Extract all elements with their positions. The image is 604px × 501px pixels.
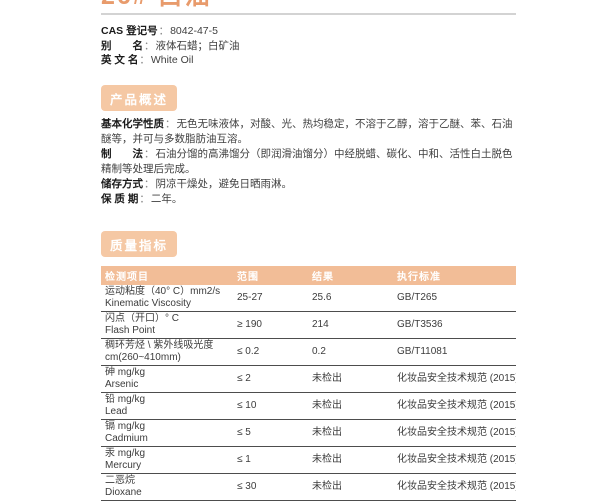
table-row: 闪点（开口）° C Flash Point ≥ 190 214 GB/T3536 [101,311,516,339]
basic-info-row: 别 名：液体石蜡；白矿油 [101,39,516,54]
label-colon: ： [165,117,176,130]
info-label: 别 名 [101,39,143,52]
overview-item-text: 石油分馏的高沸馏分（即润滑油馏分）中经脱蜡、碳化、中和、活性白土脱色精制等处理后… [101,147,513,175]
title-clip-region: 26# 白油 [101,0,516,11]
overview-item-label: 储存方式 [101,177,143,190]
cell-standard: GB/T11081 [393,338,516,366]
label-colon: ： [144,39,155,52]
table-row: 运动粘度（40° C）mm2/s Kinematic Viscosity 25-… [101,284,516,312]
cell-result: 未检出 [308,419,393,447]
info-value: 8042-47-5 [170,25,218,37]
table-header-cell: 范围 [233,265,308,285]
table-row: 稠环芳烃 \ 紫外线吸光度 cm(260~410mm) ≤ 0.2 0.2 GB… [101,338,516,366]
cell-standard: 化妆品安全技术规范 (2015) [393,446,516,474]
page-title: 26# 白油 [101,0,516,11]
test-item-zh: 镉 mg/kg [105,420,146,432]
test-item-zh: 砷 mg/kg [105,366,146,378]
title-divider [101,13,516,15]
cell-range: ≤ 5 [233,419,308,447]
overview-item: 制 法：石油分馏的高沸馏分（即润滑油馏分）中经脱蜡、碳化、中和、活性白土脱色精制… [101,147,516,177]
cell-test-item: 汞 mg/kg Mercury [101,446,233,474]
cell-test-item: 镉 mg/kg Cadmium [101,419,233,447]
section-badge-quality: 质量指标 [101,230,178,257]
table-row: 铅 mg/kg Lead ≤ 10 未检出 化妆品安全技术规范 (2015) [101,392,516,420]
test-item-en: Kinematic Viscosity [105,297,191,309]
cell-test-item: 闪点（开口）° C Flash Point [101,311,233,339]
test-item-zh: 稠环芳烃 \ 紫外线吸光度 [105,339,214,351]
cell-range: ≤ 2 [233,365,308,393]
cell-range: ≤ 0.2 [233,338,308,366]
product-spec-page: { "page": { "title": "26# 白油", "separato… [101,0,516,501]
test-item-en: Flash Point [105,324,156,336]
label-colon: ： [144,147,155,160]
test-item-zh: 汞 mg/kg [105,447,146,459]
test-item-en: Cadmium [105,432,148,444]
cell-range: ≤ 10 [233,392,308,420]
overview-item: 保 质 期：二年。 [101,192,516,207]
basic-info-block: CAS 登记号：8042-47-5 别 名：液体石蜡；白矿油 英 文 名：Whi… [101,24,516,68]
label-colon: ： [144,177,155,190]
table-header-cell: 执行标准 [393,265,516,285]
quality-table: 检测项目 范围 结果 执行标准 运动粘度（40° C）mm2/s Kinemat… [101,265,516,501]
basic-info-row: CAS 登记号：8042-47-5 [101,24,516,39]
cell-standard: 化妆品安全技术规范 (2015) [393,473,516,501]
overview-item-text: 无色无味液体，对酸、光、热均稳定，不溶于乙醇，溶于乙醚、苯、石油醚等，并可与多数… [101,117,513,145]
cell-standard: 化妆品安全技术规范 (2015) [393,419,516,447]
info-value: White Oil [150,54,194,66]
cell-result: 214 [308,311,393,339]
overview-item: 储存方式：阴凉干燥处，避免日晒雨淋。 [101,177,516,192]
overview-item-text: 二年。 [150,192,183,205]
overview-item-text: 阴凉干燥处，避免日晒雨淋。 [155,177,293,190]
table-header-row: 检测项目 范围 结果 执行标准 [101,265,516,285]
cell-range: 25-27 [233,284,308,312]
test-item-zh: 二恶烷 [105,474,135,486]
cell-result: 未检出 [308,446,393,474]
table-row: 汞 mg/kg Mercury ≤ 1 未检出 化妆品安全技术规范 (2015) [101,446,516,474]
overview-item-label: 制 法 [101,147,143,160]
overview-item-label: 基本化学性质 [101,117,164,130]
test-item-zh: 运动粘度（40° C）mm2/s [105,285,221,297]
cell-standard: GB/T3536 [393,311,516,339]
section-badge-overview: 产品概述 [101,84,178,111]
cell-test-item: 铅 mg/kg Lead [101,392,233,420]
cell-result: 未检出 [308,365,393,393]
cell-standard: 化妆品安全技术规范 (2015) [393,365,516,393]
cell-range: ≤ 30 [233,473,308,501]
cell-standard: 化妆品安全技术规范 (2015) [393,392,516,420]
table-header-cell: 结果 [308,265,393,285]
cell-test-item: 运动粘度（40° C）mm2/s Kinematic Viscosity [101,284,233,312]
test-item-en: Lead [105,405,128,417]
test-item-zh: 铅 mg/kg [105,393,146,405]
test-item-zh: 闪点（开口）° C [105,312,179,324]
label-colon: ： [158,25,170,37]
info-value: 液体石蜡；白矿油 [155,39,240,52]
cell-range: ≤ 1 [233,446,308,474]
table-row: 二恶烷 Dioxane ≤ 30 未检出 化妆品安全技术规范 (2015) [101,473,516,501]
table-header-cell: 检测项目 [101,265,233,285]
overview-item-label: 保 质 期 [101,192,139,205]
label-colon: ： [139,54,150,66]
content-column: 26# 白油 CAS 登记号：8042-47-5 别 名：液体石蜡；白矿油 英 … [101,0,516,501]
cell-result: 未检出 [308,473,393,501]
cell-test-item: 稠环芳烃 \ 紫外线吸光度 cm(260~410mm) [101,338,233,366]
test-item-en: Mercury [105,459,142,471]
cell-test-item: 砷 mg/kg Arsenic [101,365,233,393]
test-item-en: cm(260~410mm) [105,351,181,363]
cell-range: ≥ 190 [233,311,308,339]
cell-result: 25.6 [308,284,393,312]
info-label: 英 文 名 [101,54,139,66]
table-row: 镉 mg/kg Cadmium ≤ 5 未检出 化妆品安全技术规范 (2015) [101,419,516,447]
overview-item: 基本化学性质：无色无味液体，对酸、光、热均稳定，不溶于乙醇，溶于乙醚、苯、石油醚… [101,117,516,147]
cell-test-item: 二恶烷 Dioxane [101,473,233,501]
cell-standard: GB/T265 [393,284,516,312]
basic-info-row: 英 文 名：White Oil [101,53,516,68]
overview-block: 基本化学性质：无色无味液体，对酸、光、热均稳定，不溶于乙醇，溶于乙醚、苯、石油醚… [101,117,516,207]
test-item-en: Arsenic [105,378,139,390]
cell-result: 未检出 [308,392,393,420]
test-item-en: Dioxane [105,486,142,498]
cell-result: 0.2 [308,338,393,366]
table-row: 砷 mg/kg Arsenic ≤ 2 未检出 化妆品安全技术规范 (2015) [101,365,516,393]
label-colon: ： [139,192,150,205]
info-label: CAS 登记号 [101,25,158,37]
